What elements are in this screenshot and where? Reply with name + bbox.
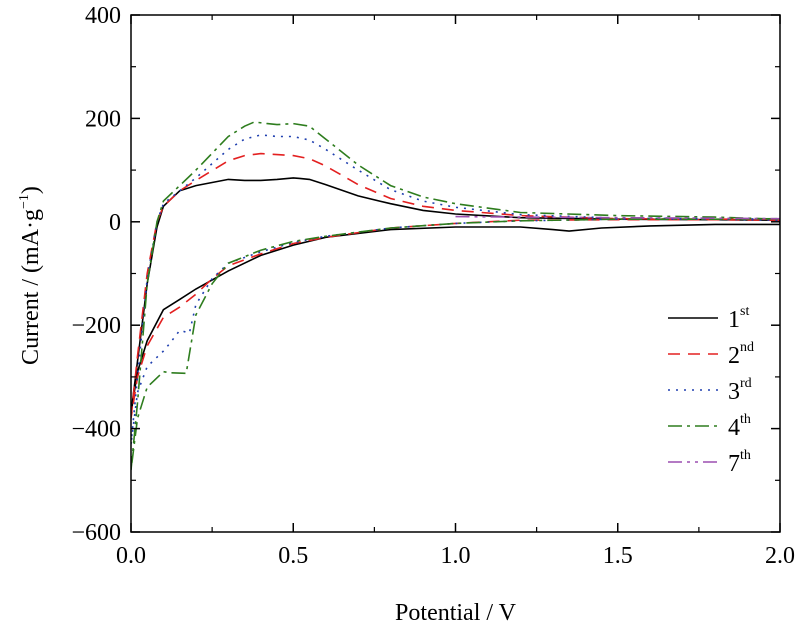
x-tick-label: 0.5 bbox=[278, 543, 308, 569]
plot-frame bbox=[130, 14, 781, 533]
legend-label-1st: 1st bbox=[728, 304, 749, 333]
series-line-1st bbox=[131, 177, 780, 414]
x-axis-title: Potential / V bbox=[395, 600, 517, 626]
y-axis-title-close: ) bbox=[18, 186, 44, 194]
y-tick-label: −200 bbox=[71, 313, 121, 339]
legend-label-7th: 7th bbox=[728, 448, 751, 477]
x-tick-label: 1.0 bbox=[441, 543, 471, 569]
x-tick-label: 1.5 bbox=[603, 543, 633, 569]
legend: 1st 2nd 3rd 4th 7th bbox=[668, 304, 754, 477]
legend-label-3rd: 3rd bbox=[728, 376, 752, 405]
y-tick-label: −600 bbox=[71, 520, 121, 546]
y-tick-label: −400 bbox=[71, 417, 121, 443]
legend-label-2nd: 2nd bbox=[728, 340, 754, 369]
x-tick-label: 2.0 bbox=[765, 543, 795, 569]
series-line-4th bbox=[131, 121, 780, 471]
y-tick-label: 200 bbox=[85, 106, 121, 132]
series-line-7th bbox=[455, 215, 780, 220]
y-axis-title-exponent: −1 bbox=[17, 194, 32, 209]
y-axis-title-main: Current / (mA·g bbox=[18, 209, 44, 365]
axis-ticks: 0.0 0.5 1.0 1.5 2.0 −600 −400 −200 0 200 400 bbox=[71, 3, 795, 569]
series-line-2nd bbox=[131, 152, 780, 419]
y-axis-title: Current / (mA·g−1) bbox=[17, 186, 44, 365]
series-line-3rd bbox=[131, 134, 780, 445]
legend-label-4th: 4th bbox=[728, 412, 751, 441]
plot-curves bbox=[131, 121, 780, 471]
y-tick-label: 0 bbox=[109, 210, 121, 236]
y-tick-label: 400 bbox=[85, 3, 121, 29]
x-tick-label: 0.0 bbox=[116, 543, 146, 569]
